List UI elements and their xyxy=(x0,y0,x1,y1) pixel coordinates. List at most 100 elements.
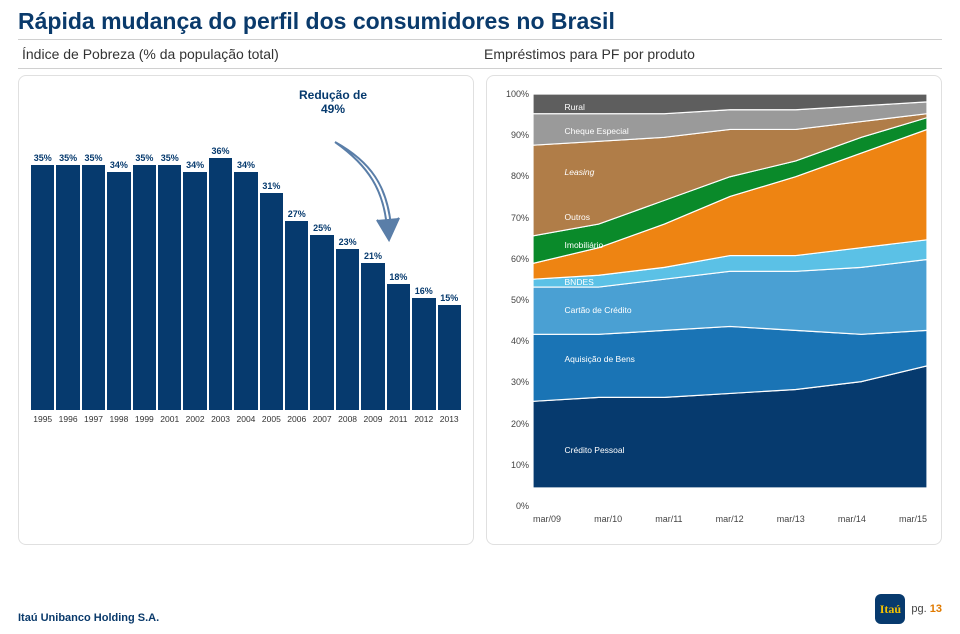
bar-value-label: 35% xyxy=(135,153,153,163)
bar-value-label: 34% xyxy=(110,160,128,170)
area-label-imobiliario: Imobiliário xyxy=(565,240,604,250)
y-tick: 20% xyxy=(511,419,529,429)
y-tick: 70% xyxy=(511,213,529,223)
bar-col: 27%2006 xyxy=(285,209,308,424)
bar-year-label: 2005 xyxy=(262,414,281,424)
area-label-credito_pessoal: Crédito Pessoal xyxy=(565,445,625,455)
bar-year-label: 2007 xyxy=(313,414,332,424)
bar-col: 35% 1999 xyxy=(133,153,156,424)
bar-year-label: 2003 xyxy=(211,414,230,424)
bar-year-label: 2001 xyxy=(160,414,179,424)
bar-col: 35% 1996 xyxy=(56,153,79,424)
bar-col: 36% 2003 xyxy=(209,146,232,424)
bar-value-label: 21% xyxy=(364,251,382,261)
bar-value-label: 16% xyxy=(415,286,433,296)
bar xyxy=(438,305,461,410)
subtitle-right: Empréstimos para PF por produto xyxy=(480,40,942,68)
bar xyxy=(310,235,333,410)
bar xyxy=(107,172,130,410)
bar-value-label: 34% xyxy=(186,160,204,170)
bar xyxy=(336,249,359,410)
bar xyxy=(387,284,410,410)
bars-container: 35% 1995 35% 1996 35% 1997 34% 1998 35% 1999 35% 20… xyxy=(29,94,463,424)
subtitle-row: Índice de Pobreza (% da população total)… xyxy=(18,39,942,69)
bar xyxy=(183,172,206,410)
bar-year-label: 2012 xyxy=(414,414,433,424)
pg-label: pg. xyxy=(911,603,926,615)
bar-col: 25% 2007 xyxy=(310,223,333,424)
bar-value-label: 35% xyxy=(85,153,103,163)
bar-value-label: 35% xyxy=(59,153,77,163)
bar-col: 35% 1995 xyxy=(31,153,54,424)
logo-icon: Itaú xyxy=(875,594,905,624)
bar-year-label: 1995 xyxy=(33,414,52,424)
bar-year-label: 1998 xyxy=(109,414,128,424)
x-axis: mar/09mar/10mar/11mar/12mar/13mar/14mar/… xyxy=(533,514,927,524)
area-label-outros: Outros xyxy=(565,212,591,222)
bar-col: 15% 2013 xyxy=(438,293,461,424)
bar-year-label: 1997 xyxy=(84,414,103,424)
x-tick: mar/11 xyxy=(655,514,682,524)
bar xyxy=(82,165,105,410)
y-tick: 60% xyxy=(511,254,529,264)
y-tick: 0% xyxy=(516,501,529,511)
bar-col: 18% 2011 xyxy=(387,272,410,424)
area-label-aquisicao_bens: Aquisição de Bens xyxy=(565,354,635,364)
bar-col: 35% 1997 xyxy=(82,153,105,424)
y-tick: 100% xyxy=(506,89,529,99)
x-tick: mar/12 xyxy=(716,514,744,524)
bar-col: 34% 2002 xyxy=(183,160,206,424)
bar-col: 21% 2009 xyxy=(361,251,384,424)
y-tick: 90% xyxy=(511,130,529,140)
y-tick: 50% xyxy=(511,295,529,305)
bar xyxy=(285,221,308,410)
footer-company: Itaú Unibanco Holding S.A. xyxy=(18,612,159,624)
area-label-leasing: Leasing xyxy=(565,167,595,177)
bar xyxy=(260,193,283,410)
bar-chart-panel: Redução de 49% 35%199535%199635%199734%1… xyxy=(18,75,474,545)
bar-value-label: 35% xyxy=(161,153,179,163)
bar-value-label: 15% xyxy=(440,293,458,303)
bar xyxy=(412,298,435,410)
bar-col: 35% 2001 xyxy=(158,153,181,424)
bar-year-label: 2013 xyxy=(440,414,459,424)
bar xyxy=(158,165,181,410)
y-axis: 0%10%20%30%40%50%60%70%80%90%100% xyxy=(497,94,531,506)
bar-value-label: 35% xyxy=(34,153,52,163)
bar-value-label: 34% xyxy=(237,160,255,170)
page-title: Rápida mudança do perfil dos consumidore… xyxy=(18,8,942,35)
bar xyxy=(31,165,54,410)
page-number: pg. 13 xyxy=(911,603,942,615)
bar xyxy=(133,165,156,410)
x-tick: mar/09 xyxy=(533,514,561,524)
bar-value-label: 18% xyxy=(389,272,407,282)
bar-col: 34% 1998 xyxy=(107,160,130,424)
bar xyxy=(361,263,384,410)
bar-year-label: 2011 xyxy=(389,414,407,424)
bar-year-label: 2004 xyxy=(236,414,255,424)
area-chart-panel: 0%10%20%30%40%50%60%70%80%90%100% Crédit… xyxy=(486,75,942,545)
bar-value-label: 25% xyxy=(313,223,331,233)
bar-year-label: 1996 xyxy=(59,414,78,424)
area-label-bndes: BNDES xyxy=(565,277,594,287)
bar-col: 31% 2005 xyxy=(260,181,283,424)
page-footer: Itaú Unibanco Holding S.A. Itaú pg. 13 xyxy=(18,594,942,624)
y-tick: 10% xyxy=(511,460,529,470)
x-tick: mar/14 xyxy=(838,514,866,524)
subtitle-left: Índice de Pobreza (% da população total) xyxy=(18,40,480,68)
bar-col: 34% 2004 xyxy=(234,160,257,424)
x-tick: mar/10 xyxy=(594,514,622,524)
pg-num: 13 xyxy=(930,603,942,615)
bar-value-label: 23% xyxy=(339,237,357,247)
area-chart-svg xyxy=(533,94,927,488)
bar-value-label: 36% xyxy=(212,146,230,156)
bar-year-label: 2009 xyxy=(364,414,383,424)
bar xyxy=(56,165,79,410)
bar-year-label: 2002 xyxy=(186,414,205,424)
x-tick: mar/15 xyxy=(899,514,927,524)
bar-value-label: 31% xyxy=(262,181,280,191)
bar xyxy=(209,158,232,410)
bar-col: 16% 2012 xyxy=(412,286,435,424)
area-label-rural: Rural xyxy=(565,102,585,112)
bar-year-label: 1999 xyxy=(135,414,154,424)
